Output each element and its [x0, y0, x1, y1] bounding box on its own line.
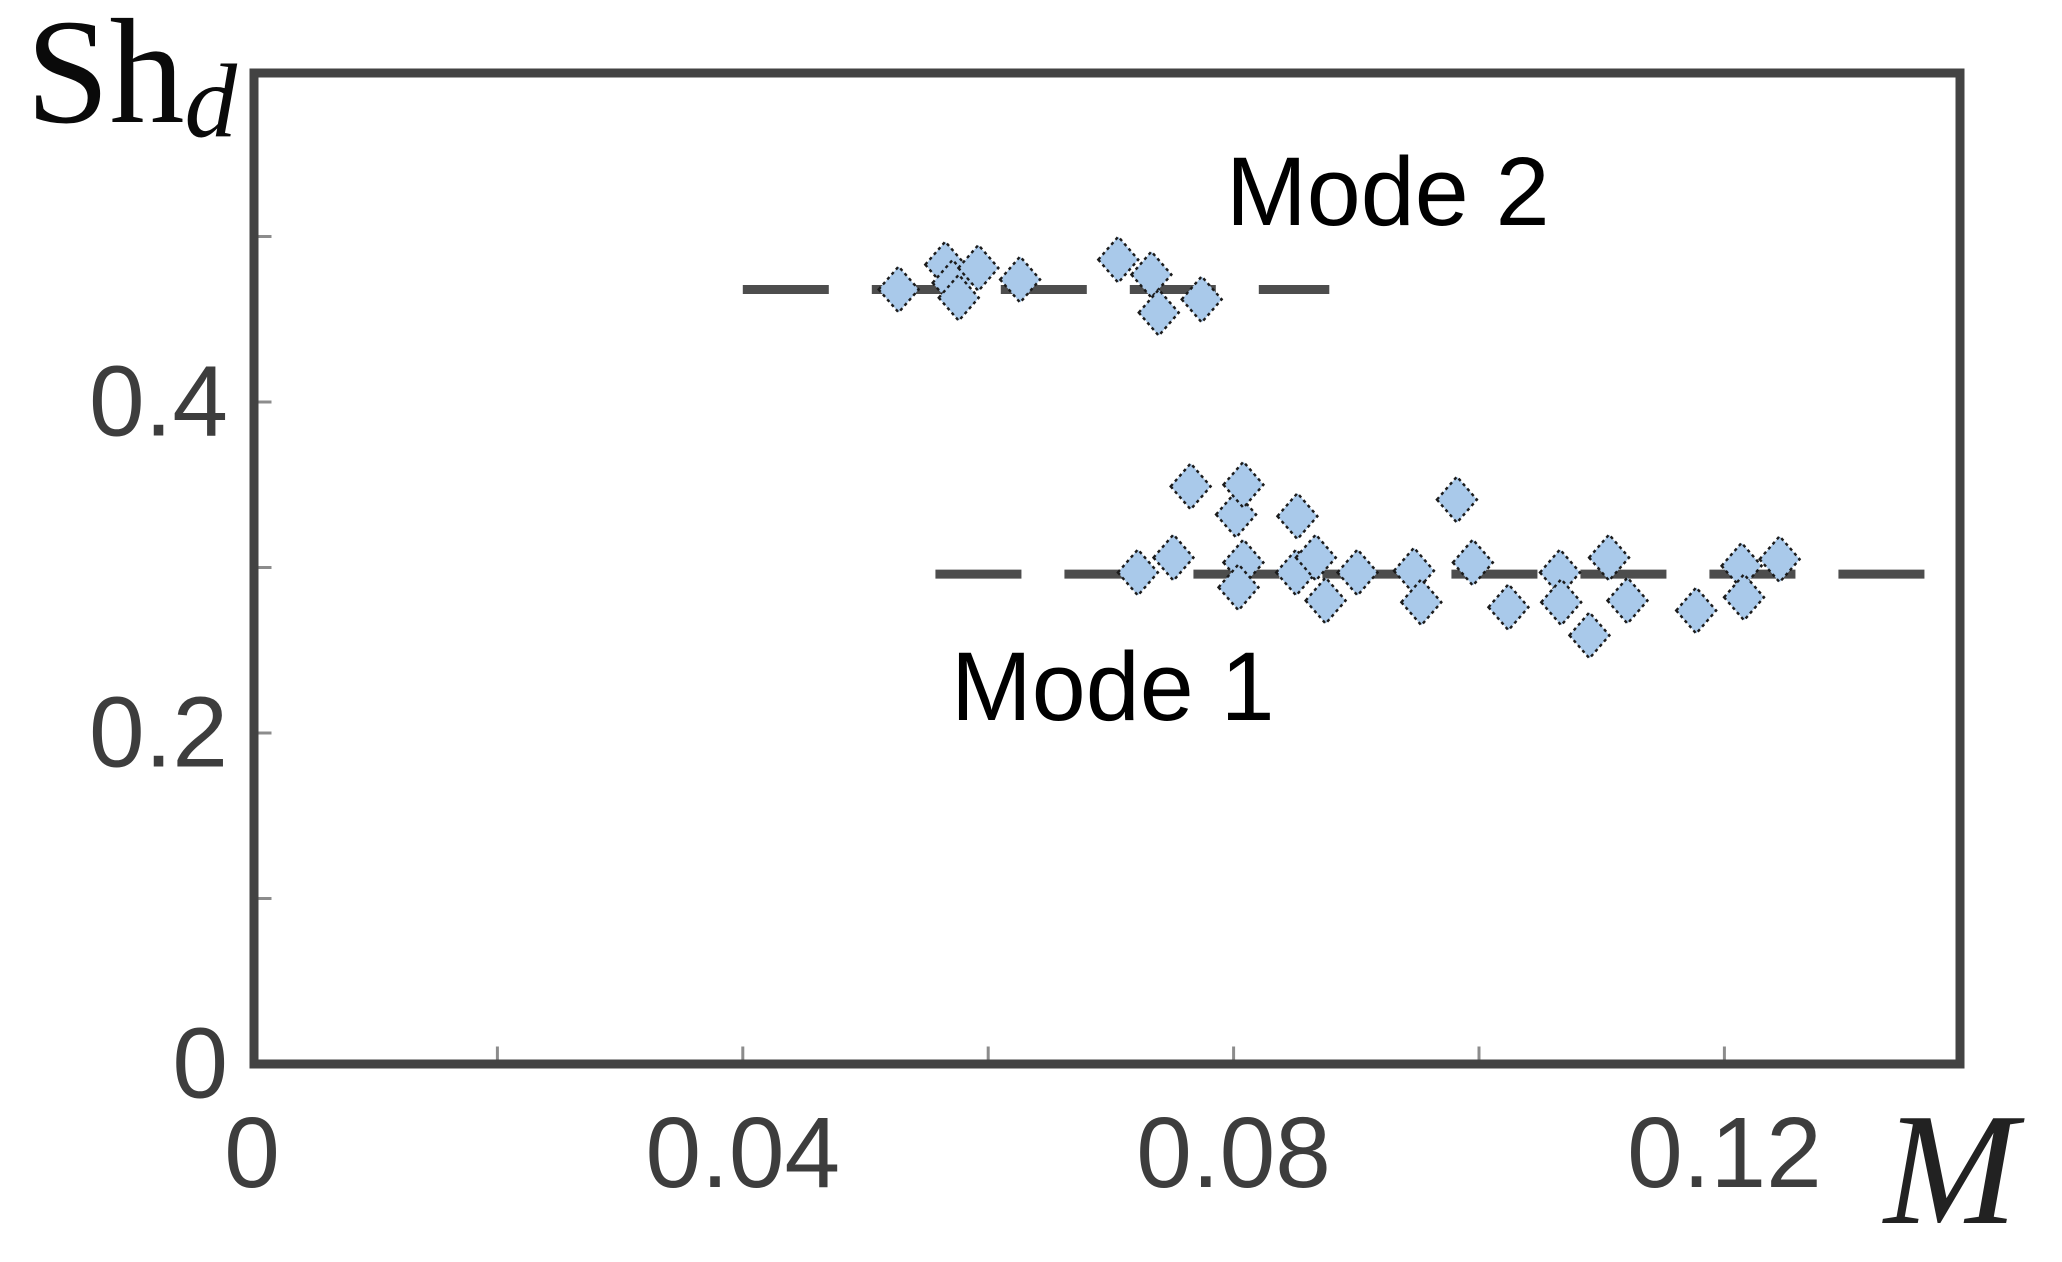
data-point-mode-1	[1605, 575, 1650, 626]
data-point-mode-1	[1758, 534, 1802, 585]
data-point-mode-2	[1137, 287, 1181, 338]
data-point-mode-2	[1096, 234, 1140, 285]
data-point-mode-1	[1221, 459, 1266, 510]
data-point-mode-1	[1399, 577, 1443, 628]
y-axis-title-subscript: d	[184, 42, 237, 160]
data-point-mode-1	[1719, 541, 1764, 591]
data-point-mode-1	[1435, 474, 1479, 525]
y-tick-label: 0	[172, 1007, 228, 1120]
annotation-mode-1: Mode 1	[951, 632, 1275, 741]
data-point-mode-1	[1392, 545, 1436, 596]
data-point-mode-1	[1335, 547, 1380, 598]
data-point-mode-1	[1275, 491, 1319, 542]
data-point-mode-2	[877, 264, 921, 315]
data-point-mode-1	[1567, 610, 1612, 661]
data-point-mode-1	[1116, 547, 1160, 598]
data-point-mode-2	[1129, 249, 1173, 300]
data-point-mode-1	[1538, 547, 1582, 598]
data-point-mode-1	[1674, 585, 1718, 636]
data-point-mode-1	[1486, 582, 1531, 633]
x-tick-label: 0.08	[1136, 1097, 1331, 1209]
data-point-mode-1	[1151, 532, 1196, 583]
plot-frame	[249, 68, 1965, 1069]
y-tick-label: 0.4	[88, 345, 228, 458]
data-points	[877, 234, 1802, 661]
data-point-mode-1	[1587, 532, 1631, 583]
data-point-mode-2	[956, 243, 1000, 293]
y-axis-title: Shd	[26, 0, 237, 160]
data-point-mode-1	[1722, 572, 1766, 623]
data-point-mode-1	[1294, 532, 1338, 583]
axis-ticks	[258, 235, 1726, 1060]
data-point-mode-2	[998, 254, 1042, 305]
data-point-mode-2	[1180, 274, 1224, 325]
data-point-mode-1	[1304, 575, 1348, 626]
data-point-mode-1	[1169, 461, 1213, 512]
data-point-mode-1	[1539, 577, 1583, 628]
data-point-mode-2	[937, 272, 981, 323]
y-axis-title-main: Sh	[26, 0, 185, 155]
data-point-mode-1	[1216, 562, 1261, 613]
x-tick-label: 0	[224, 1097, 280, 1209]
annotation-mode-2: Mode 2	[1226, 137, 1550, 246]
x-axis-title: M	[1884, 1080, 2018, 1258]
y-tick-label: 0.2	[88, 676, 228, 789]
x-tick-label: 0.04	[645, 1097, 841, 1209]
mode-reference-lines	[742, 284, 1936, 579]
x-tick-label: 0.12	[1627, 1097, 1822, 1209]
data-point-mode-1	[1451, 537, 1495, 588]
